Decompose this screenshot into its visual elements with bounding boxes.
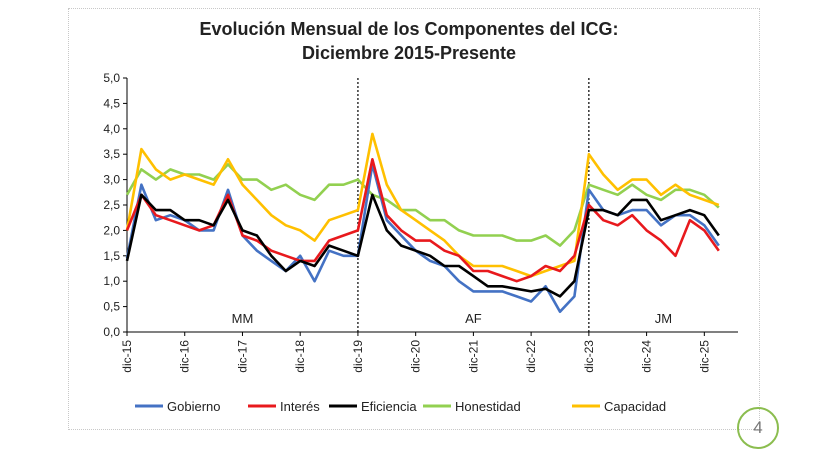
legend-label: Interés bbox=[280, 399, 320, 414]
x-tick-label: dic-19 bbox=[351, 340, 365, 373]
x-tick-label: dic-17 bbox=[235, 340, 249, 373]
x-tick-label: dic-23 bbox=[582, 340, 596, 373]
series-line-honestidad bbox=[125, 163, 720, 247]
x-tick-label: dic-24 bbox=[640, 340, 654, 373]
y-tick-label: 0,5 bbox=[103, 300, 120, 314]
x-tick-label: dic-22 bbox=[524, 340, 538, 373]
period-label: JM bbox=[655, 311, 672, 326]
series-line-capacidad bbox=[125, 132, 720, 278]
legend-label: Capacidad bbox=[604, 399, 666, 414]
page-number-badge: 4 bbox=[737, 407, 779, 449]
x-tick-label: dic-16 bbox=[178, 340, 192, 373]
period-label: AF bbox=[465, 311, 482, 326]
y-tick-label: 3,0 bbox=[103, 173, 120, 187]
y-tick-label: 2,0 bbox=[103, 223, 120, 237]
y-tick-label: 1,0 bbox=[103, 274, 120, 288]
y-tick-label: 4,5 bbox=[103, 96, 120, 110]
period-label: MM bbox=[232, 311, 254, 326]
legend-label: Honestidad bbox=[455, 399, 521, 414]
y-tick-label: 1,5 bbox=[103, 249, 120, 263]
legend-label: Eficiencia bbox=[361, 399, 417, 414]
x-tick-label: dic-20 bbox=[409, 340, 423, 373]
series-line-eficiencia bbox=[125, 193, 720, 298]
y-tick-label: 2,5 bbox=[103, 198, 120, 212]
y-tick-label: 5,0 bbox=[103, 71, 120, 85]
chart-title-line: Diciembre 2015-Presente bbox=[302, 43, 516, 63]
chart-frame bbox=[68, 8, 760, 430]
x-tick-label: dic-18 bbox=[293, 340, 307, 373]
x-tick-label: dic-15 bbox=[120, 340, 134, 373]
series-line-interés bbox=[125, 158, 720, 283]
y-tick-label: 3,5 bbox=[103, 147, 120, 161]
chart-title-line: Evolución Mensual de los Componentes del… bbox=[199, 19, 618, 39]
legend-label: Gobierno bbox=[167, 399, 220, 414]
x-tick-label: dic-21 bbox=[466, 340, 480, 373]
y-tick-label: 0,0 bbox=[103, 325, 120, 339]
y-tick-label: 4,0 bbox=[103, 122, 120, 136]
x-tick-label: dic-25 bbox=[697, 340, 711, 373]
